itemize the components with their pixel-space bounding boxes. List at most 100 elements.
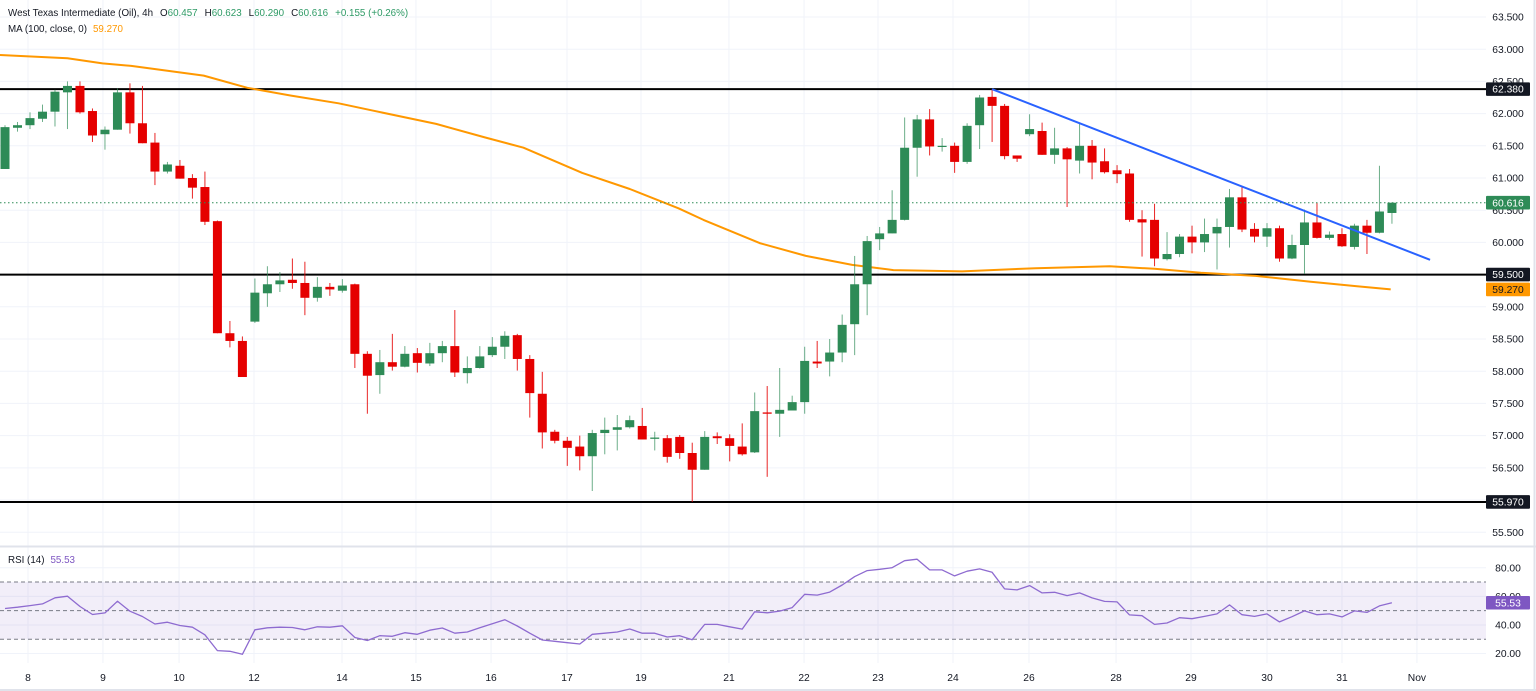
- candle-up: [837, 314, 847, 363]
- candle-down: [1187, 225, 1197, 254]
- candle-up: [1050, 127, 1060, 164]
- descending-trendline[interactable]: [991, 88, 1431, 261]
- ma-indicator-label[interactable]: MA (100, close, 0): [8, 24, 87, 35]
- candle-body: [1175, 236, 1185, 255]
- candle-up: [475, 346, 485, 369]
- candle-down: [562, 436, 572, 466]
- candle-down: [1012, 155, 1022, 162]
- candle-down: [200, 171, 210, 226]
- candle-body: [312, 286, 322, 298]
- symbol-title[interactable]: West Texas Intermediate (Oil), 4h: [8, 8, 154, 19]
- candle-up: [937, 138, 947, 152]
- candle-body: [1250, 228, 1259, 237]
- candle-body: [1299, 222, 1309, 245]
- candle-body: [637, 425, 647, 440]
- candle-body: [625, 420, 635, 428]
- candle-down: [287, 258, 297, 289]
- candle-down: [987, 89, 997, 142]
- rsi-legend: RSI (14) 55.53: [8, 553, 75, 569]
- candle-body: [937, 145, 947, 148]
- level-price-label-text: 55.970: [1492, 498, 1524, 509]
- candle-up: [37, 104, 47, 122]
- level-price-label-bg: [1486, 495, 1530, 509]
- candle-down: [512, 333, 522, 371]
- candle-up: [587, 429, 597, 492]
- candle-down: [1100, 148, 1110, 174]
- candle-body: [925, 119, 935, 147]
- time-tick-label: 22: [798, 673, 810, 684]
- candle-body: [987, 96, 997, 106]
- candle-body: [875, 233, 885, 240]
- candle-down: [1000, 103, 1010, 160]
- candle-body: [612, 427, 622, 430]
- candle-down: [537, 371, 547, 449]
- low-key: L: [248, 8, 255, 19]
- candle-body: [1100, 161, 1110, 173]
- high-key: H: [204, 8, 212, 19]
- candle-up: [912, 114, 922, 177]
- time-tick-label: 17: [561, 673, 573, 684]
- candle-body: [425, 353, 435, 364]
- rsi-indicator-label[interactable]: RSI (14): [8, 555, 45, 566]
- candle-body: [400, 353, 410, 367]
- symbol-row: West Texas Intermediate (Oil), 4h O60.45…: [8, 6, 408, 22]
- candle-body: [850, 284, 860, 325]
- candle-body: [387, 362, 397, 367]
- candle-up: [1025, 114, 1035, 137]
- time-tick-label: 12: [248, 673, 260, 684]
- candle-down: [550, 429, 560, 444]
- candle-down: [737, 423, 747, 456]
- candle-up: [112, 88, 122, 130]
- candle-up: [1374, 165, 1384, 234]
- candle-up: [850, 255, 860, 356]
- candle-body: [1362, 225, 1372, 233]
- level-price-label: 62.380: [1486, 82, 1530, 96]
- candle-body: [862, 241, 872, 285]
- candle-body: [1187, 236, 1197, 243]
- candle-down: [1112, 165, 1122, 184]
- candle-body: [812, 361, 822, 364]
- candle-down: [1250, 223, 1259, 243]
- price-tick-label: 61.500: [1492, 141, 1524, 152]
- candle-body: [225, 333, 235, 341]
- price-tick-label: 60.500: [1492, 206, 1524, 217]
- candle-up: [1349, 223, 1359, 250]
- candle-down: [212, 220, 222, 334]
- rsi-value-label-text: 55.53: [1495, 598, 1521, 609]
- candle-body: [1137, 219, 1147, 223]
- candle-body: [450, 346, 460, 373]
- candles: [0, 81, 1397, 502]
- candle-body: [300, 282, 310, 298]
- candle-up: [312, 277, 322, 302]
- price-tick-label: 55.500: [1492, 528, 1524, 539]
- time-tick-label: 31: [1336, 673, 1348, 684]
- candle-body: [1337, 234, 1347, 247]
- candle-up: [775, 367, 785, 437]
- ma-price-label: 59.270: [1486, 282, 1530, 297]
- candle-down: [450, 310, 460, 378]
- candle-down: [75, 81, 85, 114]
- candle-down: [1312, 202, 1322, 239]
- rsi-value-label: 55.53: [1486, 595, 1530, 610]
- candle-body: [12, 125, 22, 128]
- high-value: 60.623: [211, 8, 242, 19]
- candle-body: [912, 119, 922, 148]
- candle-body: [75, 85, 85, 113]
- candle-up: [50, 89, 60, 127]
- open-key: O: [160, 8, 168, 19]
- last-price-label-text: 60.616: [1492, 198, 1524, 209]
- ma-row: MA (100, close, 0) 59.270: [8, 22, 408, 38]
- candle-down: [237, 336, 247, 378]
- candle-up: [500, 331, 510, 359]
- close-group: C60.616: [291, 6, 328, 22]
- price-tick-label: 59.000: [1492, 302, 1524, 313]
- candle-body: [575, 446, 585, 457]
- level-price-label-text: 62.380: [1492, 85, 1524, 96]
- time-tick-label: 23: [872, 673, 884, 684]
- candle-body: [525, 358, 535, 394]
- candle-body: [1050, 148, 1060, 155]
- time-tick-label: 19: [635, 673, 647, 684]
- level-price-label-bg: [1486, 267, 1530, 282]
